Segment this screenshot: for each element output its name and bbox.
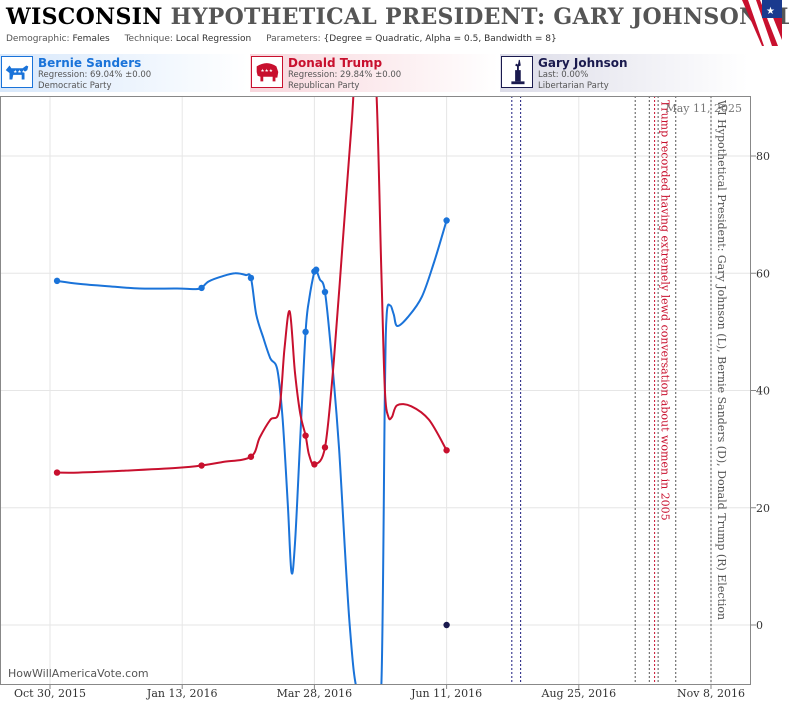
series-lines xyxy=(56,96,448,685)
series-points xyxy=(53,217,450,629)
x-tick-label: Jun 11, 2016 xyxy=(410,687,482,700)
svg-text:★: ★ xyxy=(766,6,775,17)
date-stamp: May 11, 2025 xyxy=(665,102,742,115)
annotations: Trump recorded having extremely lewd con… xyxy=(659,100,728,620)
y-tick-label: 80 xyxy=(756,150,770,163)
data-point xyxy=(443,621,450,629)
elephant-icon: ★★★ xyxy=(251,56,283,88)
candidate-name: Donald Trump xyxy=(288,56,383,70)
svg-text:★★★: ★★★ xyxy=(13,69,26,75)
data-point xyxy=(53,277,61,285)
parameters-line: Demographic: Females Technique: Local Re… xyxy=(6,34,557,44)
svg-text:★★★: ★★★ xyxy=(260,68,273,74)
page-title: WISCONSIN HYPOTHETICAL PRESIDENT: GARY J… xyxy=(6,4,789,30)
candidate-regression: Regression: 69.04% ±0.00 xyxy=(38,70,152,80)
site-credit: HowWillAmericaVote.com xyxy=(8,667,149,680)
data-point xyxy=(321,444,329,451)
plot-frame xyxy=(0,96,751,685)
candidate-party: Libertarian Party xyxy=(538,81,609,91)
y-tick-label: 20 xyxy=(756,502,770,515)
technique-value: Local Regression xyxy=(175,34,252,44)
y-tick-label: 60 xyxy=(756,267,770,280)
data-point xyxy=(312,266,320,273)
data-point xyxy=(443,217,450,224)
flag-icon: ★ xyxy=(742,0,782,46)
gridlines xyxy=(0,96,751,685)
x-tick-label: Aug 25, 2016 xyxy=(541,687,617,700)
legend-item-sanders: ★★★ Bernie Sanders Regression: 69.04% ±0… xyxy=(0,54,248,92)
data-point xyxy=(321,288,329,296)
data-point xyxy=(198,284,205,292)
data-point xyxy=(198,462,205,469)
candidate-legend: ★★★ Bernie Sanders Regression: 69.04% ±0… xyxy=(0,54,789,94)
candidate-regression: Regression: 29.84% ±0.00 xyxy=(288,70,402,80)
x-tick-label: Oct 30, 2015 xyxy=(14,687,86,700)
parameters-label: Parameters: xyxy=(266,34,321,44)
liberty-icon xyxy=(501,56,533,88)
demographic-label: Demographic: xyxy=(6,34,70,44)
header: WISCONSIN HYPOTHETICAL PRESIDENT: GARY J… xyxy=(0,0,789,48)
series-line xyxy=(56,220,448,685)
legend-item-johnson: Gary Johnson Last: 0.00% Libertarian Par… xyxy=(500,54,748,92)
candidate-name: Bernie Sanders xyxy=(38,56,142,70)
donkey-icon: ★★★ xyxy=(1,56,33,88)
parameters-value: {Degree = Quadratic, Alpha = 0.5, Bandwi… xyxy=(323,34,557,44)
legend-item-trump: ★★★ Donald Trump Regression: 29.84% ±0.0… xyxy=(250,54,498,92)
y-axis: 0 20 40 60 80 xyxy=(751,150,770,632)
data-point xyxy=(302,432,309,439)
y-tick-label: 40 xyxy=(756,385,770,398)
demographic-value: Females xyxy=(72,34,110,44)
y-tick-label: 0 xyxy=(756,619,763,632)
x-tick-label: Jan 13, 2016 xyxy=(146,687,218,700)
title-rest: HYPOTHETICAL PRESIDENT: GARY JOHNSON (L)… xyxy=(170,4,789,30)
data-point xyxy=(311,461,318,468)
event-annotation: WI Hypothetical President: Gary Johnson … xyxy=(715,100,728,620)
candidate-party: Democratic Party xyxy=(38,81,112,91)
candidate-party: Republican Party xyxy=(288,81,360,91)
series-line xyxy=(57,96,448,474)
data-point xyxy=(302,328,309,336)
title-state: WISCONSIN xyxy=(6,4,163,30)
technique-label: Technique: xyxy=(124,34,173,44)
data-point xyxy=(443,447,450,454)
data-point xyxy=(247,453,255,460)
x-axis: Oct 30, 2015 Jan 13, 2016 Mar 28, 2016 Jun … xyxy=(14,685,745,700)
candidate-name: Gary Johnson xyxy=(538,56,628,70)
data-point xyxy=(247,274,255,282)
x-tick-label: Mar 28, 2016 xyxy=(277,687,353,700)
event-annotation: Trump recorded having extremely lewd con… xyxy=(659,100,672,521)
data-point xyxy=(53,469,61,476)
x-tick-label: Nov 8, 2016 xyxy=(677,687,745,700)
candidate-regression: Last: 0.00% xyxy=(538,70,589,80)
